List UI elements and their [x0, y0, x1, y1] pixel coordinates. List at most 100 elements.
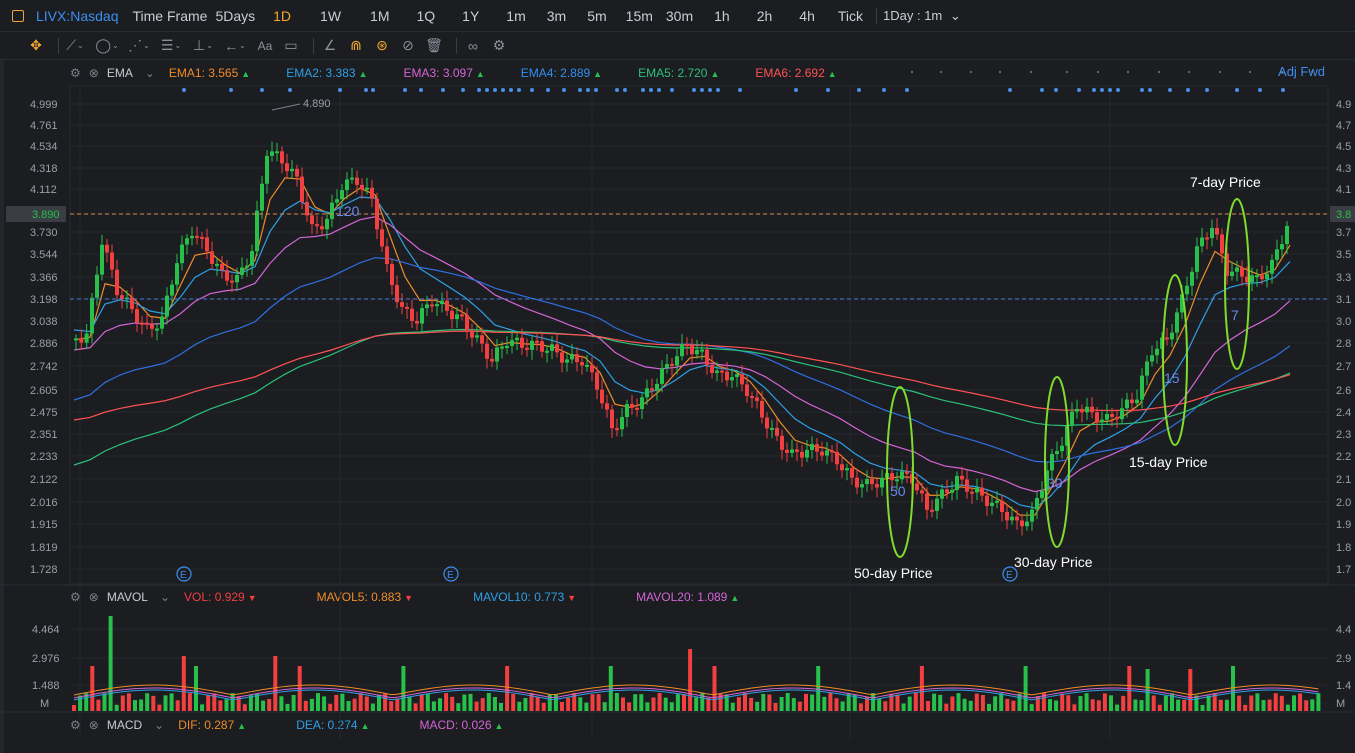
tf-1min[interactable]: 1m — [506, 7, 526, 24]
tf-1d[interactable]: 1D — [273, 7, 292, 24]
volume-bar — [78, 695, 83, 711]
volume-bar — [1237, 695, 1242, 711]
tf-1w[interactable]: 1W — [320, 7, 342, 24]
ema6-value: EMA6: 2.692 ▲ — [755, 66, 836, 80]
crosshair-icon[interactable]: ✥ — [30, 37, 42, 53]
ema-lines — [73, 177, 1291, 516]
tf-5min[interactable]: 5m — [587, 7, 607, 24]
candle-body — [180, 244, 184, 264]
volume-bar — [309, 698, 314, 711]
lock-icon[interactable]: ⊛ — [376, 37, 388, 53]
chevron-down-icon[interactable]: ⌄ — [154, 718, 165, 732]
ema3-value: EMA3: 3.097 ▲ — [404, 66, 485, 80]
close-icon[interactable]: ⊗ — [88, 66, 99, 80]
interval-select[interactable]: 1Day : 1m ⌄ — [883, 8, 961, 24]
candle-body — [1285, 225, 1289, 245]
candle-body — [990, 502, 994, 506]
earnings-marker-2[interactable] — [443, 566, 459, 582]
gear-icon[interactable]: ⚙ — [70, 718, 81, 732]
volume-bar — [852, 694, 857, 711]
ruler-icon[interactable]: ∠ — [323, 37, 337, 53]
price-tick-label-right: 2.1 — [1336, 474, 1351, 486]
magnet-icon[interactable]: ⋒ — [350, 37, 362, 53]
mavol-indicator-name[interactable]: MAVOL — [106, 590, 148, 604]
volume-bar — [425, 693, 430, 711]
fib-tool-icon[interactable]: ☰ ⌄ — [160, 37, 182, 53]
earnings-marker-1[interactable] — [176, 566, 192, 582]
layout-toggle-icon[interactable] — [12, 9, 24, 22]
candle-body — [510, 340, 514, 346]
signal-dot — [1148, 88, 1152, 92]
tf-2h[interactable]: 2h — [756, 7, 773, 24]
macd-value: MACD: 0.026 ▲ — [419, 718, 503, 732]
candle-body — [540, 341, 544, 352]
link-icon[interactable]: ∞ — [468, 37, 478, 54]
volume-bar — [572, 693, 577, 711]
candle-body — [825, 450, 829, 456]
mavol5-value: MAVOL5: 0.883 ▼ — [317, 590, 413, 604]
volume-bar — [761, 693, 766, 711]
candle-body — [220, 263, 224, 271]
candle-body — [605, 403, 609, 410]
candle-body — [780, 435, 784, 450]
candle-body — [1235, 267, 1239, 272]
settings-icon[interactable]: ⚙ — [492, 37, 506, 53]
volume-bar — [84, 693, 89, 711]
volume-bar — [1188, 669, 1193, 711]
line-tool-icon[interactable]: ⟋ ⌄ — [66, 37, 84, 53]
volume-bar — [1255, 693, 1260, 711]
tf-tick[interactable]: Tick — [837, 7, 864, 24]
volume-bar — [316, 693, 320, 711]
earnings-marker-3[interactable] — [1002, 566, 1018, 582]
tf-30min[interactable]: 30m — [665, 7, 694, 24]
tf-1q[interactable]: 1Q — [416, 7, 436, 24]
text-tool-icon[interactable]: Aa — [257, 38, 273, 53]
tf-4h[interactable]: 4h — [799, 7, 815, 24]
close-icon[interactable]: ⊗ — [88, 590, 99, 604]
chevron-down-icon[interactable]: ⌄ — [144, 66, 155, 80]
comment-tool-icon[interactable]: ▭ — [284, 37, 298, 53]
symbol-name[interactable]: LIVX:Nasdaq — [36, 7, 119, 24]
candle-body — [625, 404, 629, 417]
signal-dot — [615, 88, 619, 92]
drawing-toolbar: ✥ ⟋ ⌄ ◯ ⌄ ⋰ ⌄ ☰ ⌄ ⊥ ⌄ ← ⌄ Aa ▭ ∠ ⋒ ⊛ ⊘ 🗑 ∞ ⚙ — [0, 32, 1355, 60]
tf-1y[interactable]: 1Y — [462, 7, 480, 24]
close-icon[interactable]: ⊗ — [88, 718, 99, 732]
arrow-tool-icon[interactable]: ← ⌄ — [224, 37, 246, 54]
volume-bar — [413, 703, 418, 711]
volume-bar — [828, 693, 833, 711]
candle-body — [640, 397, 644, 410]
signal-dot — [477, 88, 481, 92]
gear-icon[interactable]: ⚙ — [70, 66, 81, 80]
adjust-forward-toggle[interactable]: Adj Fwd — [1278, 64, 1325, 79]
tf-15min[interactable]: 15m — [625, 7, 653, 24]
anchor-tool-icon[interactable]: ⊥ ⌄ — [193, 37, 213, 53]
legend-dot — [1030, 71, 1032, 73]
candle-body — [465, 314, 469, 331]
circle-tool-icon[interactable]: ◯ ⌄ — [95, 37, 119, 53]
candle-body — [1245, 276, 1249, 283]
candle-body — [155, 328, 159, 331]
volume-bar — [883, 701, 888, 711]
candle-body — [1135, 399, 1139, 404]
hide-icon[interactable]: ⊘ — [402, 37, 414, 53]
volume-bar — [364, 696, 369, 711]
tf-5days[interactable]: 5Days — [215, 7, 256, 24]
chevron-down-icon[interactable]: ⌄ — [159, 590, 171, 604]
ema-indicator-name[interactable]: EMA — [106, 66, 133, 80]
pattern-tool-icon[interactable]: ⋰ ⌄ — [128, 37, 150, 53]
tf-1h[interactable]: 1h — [714, 7, 730, 24]
tf-3min[interactable]: 3m — [546, 7, 567, 24]
volume-bar — [791, 698, 796, 711]
candle-body — [565, 359, 569, 363]
gear-icon[interactable]: ⚙ — [70, 590, 81, 604]
volume-bar — [352, 698, 357, 711]
price-tick-label: 4.999 — [30, 99, 58, 111]
volume-bar — [242, 704, 247, 711]
volume-bar — [1041, 693, 1046, 711]
tf-1m-month[interactable]: 1M — [370, 7, 390, 24]
candle-body — [1155, 348, 1159, 356]
trash-icon[interactable]: 🗑 — [425, 37, 443, 53]
macd-indicator-name[interactable]: MACD — [106, 718, 143, 732]
